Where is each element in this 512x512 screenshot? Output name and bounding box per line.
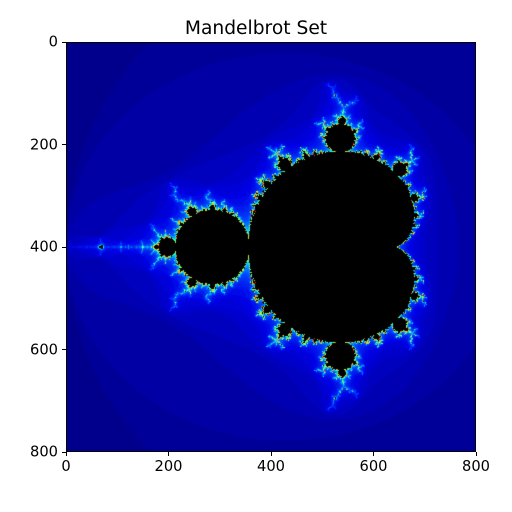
- chart-title: Mandelbrot Set: [0, 18, 512, 39]
- x-tick: [271, 452, 272, 456]
- y-tick: [62, 452, 66, 453]
- x-tick-label: 400: [257, 458, 285, 475]
- y-tick-label: 600: [30, 341, 58, 358]
- figure: Mandelbrot Set 0200400600800020040060080…: [0, 0, 512, 512]
- y-tick-label: 0: [49, 34, 58, 51]
- y-tick: [62, 349, 66, 350]
- x-tick: [66, 452, 67, 456]
- y-tick-label: 200: [30, 136, 58, 153]
- x-tick-label: 200: [155, 458, 183, 475]
- x-tick: [168, 452, 169, 456]
- y-tick: [62, 144, 66, 145]
- x-tick-label: 800: [462, 458, 490, 475]
- x-tick-label: 0: [61, 458, 70, 475]
- y-tick-label: 400: [30, 239, 58, 256]
- x-tick: [476, 452, 477, 456]
- y-tick: [62, 42, 66, 43]
- x-tick: [373, 452, 374, 456]
- plot-axes: [66, 42, 476, 452]
- y-tick-label: 800: [30, 444, 58, 461]
- mandelbrot-image: [66, 42, 476, 452]
- y-tick: [62, 247, 66, 248]
- x-tick-label: 600: [360, 458, 388, 475]
